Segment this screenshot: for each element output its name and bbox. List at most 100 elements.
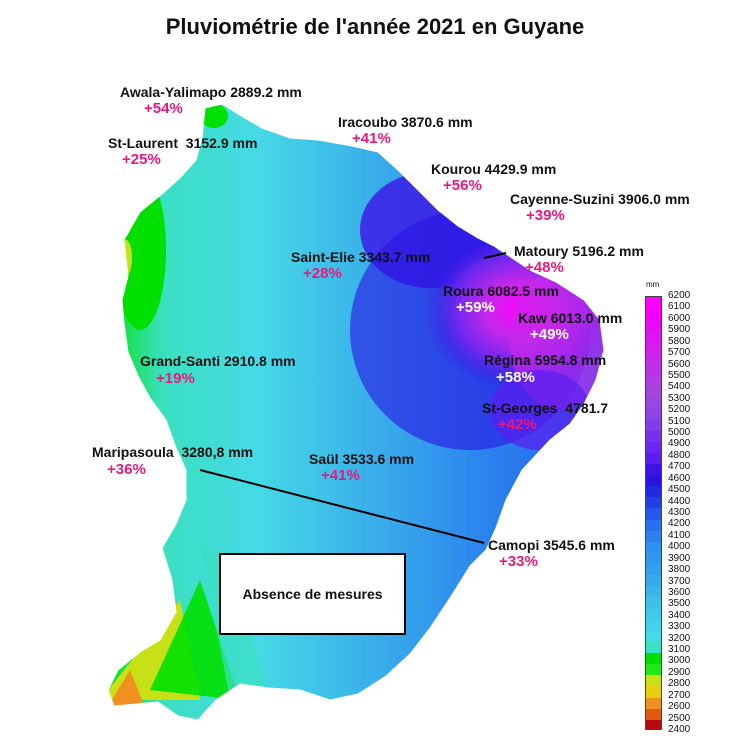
color-legend: mm xyxy=(645,280,662,730)
legend-tick-label: 5400 xyxy=(668,381,691,393)
delta-roura: +59% xyxy=(456,299,495,316)
delta-kaw: +49% xyxy=(530,326,569,343)
legend-tick-label: 4600 xyxy=(668,472,691,484)
legend-color-cell xyxy=(646,630,661,642)
legend-tick-label: 5200 xyxy=(668,404,691,416)
legend-tick-label: 5100 xyxy=(668,415,691,427)
delta-st-georges: +42% xyxy=(498,416,537,433)
legend-color-cell xyxy=(646,486,661,498)
delta-awala-yalimapo: +54% xyxy=(144,100,183,117)
legend-color-cell xyxy=(646,697,661,709)
legend-tick-label: 4400 xyxy=(668,495,691,507)
station-matoury: Matoury 5196.2 mm xyxy=(514,243,644,259)
legend-tick-labels: 6200 6100 6000 5900 5800 5700 5600 5500 5400 5300… xyxy=(668,290,728,740)
legend-tick-label: 5800 xyxy=(668,335,691,347)
legend-color-cell xyxy=(646,686,661,698)
station-kaw: Kaw 6013.0 mm xyxy=(518,310,623,326)
delta-matoury: +48% xyxy=(525,259,564,276)
legend-color-cell xyxy=(646,408,661,420)
legend-tick-label: 2700 xyxy=(668,689,691,701)
legend-color-cell xyxy=(646,675,661,687)
matoury-pointer-line xyxy=(483,252,507,259)
delta-maripasoula: +36% xyxy=(107,461,146,478)
legend-color-cell xyxy=(646,397,661,409)
station-regina: Régina 5954.8 mm xyxy=(484,352,607,368)
legend-color-cell xyxy=(646,653,661,665)
legend-tick-label: 3100 xyxy=(668,644,691,656)
legend-color-cell xyxy=(646,564,661,576)
station-st-georges: St-Georges 4781.7 xyxy=(482,400,609,416)
delta-camopi: +33% xyxy=(499,553,538,570)
legend-tick-label: 2400 xyxy=(668,724,691,735)
legend-unit: mm xyxy=(646,280,660,289)
legend-color-cell xyxy=(646,508,661,520)
delta-iracoubo: +41% xyxy=(352,130,391,147)
legend-color-cell xyxy=(646,374,661,386)
legend-tick-label: 4800 xyxy=(668,449,691,461)
legend-tick-label: 5600 xyxy=(668,358,691,370)
legend-color-cell xyxy=(646,386,661,398)
legend-color-cell xyxy=(646,341,661,353)
legend-color-cell xyxy=(646,475,661,487)
station-grand-santi: Grand-Santi 2910.8 mm xyxy=(140,353,296,369)
legend-color-cell xyxy=(646,708,661,720)
legend-tick-label: 3000 xyxy=(668,655,691,667)
legend-tick-label: 3800 xyxy=(668,564,691,576)
legend-color-cell xyxy=(646,597,661,609)
legend-color-cell xyxy=(646,575,661,587)
legend-tick-label: 6200 xyxy=(668,290,691,301)
legend-color-cell xyxy=(646,463,661,475)
legend-color-cell xyxy=(646,530,661,542)
legend-color-cell xyxy=(646,352,661,364)
legend-tick-label: 5700 xyxy=(668,347,691,359)
legend-color-cell xyxy=(646,419,661,431)
legend-tick-label: 2800 xyxy=(668,678,691,690)
legend-tick-label: 3500 xyxy=(668,598,691,610)
legend-color-cell xyxy=(646,297,661,309)
legend-tick-label: 4500 xyxy=(668,484,691,496)
legend-tick-label: 2600 xyxy=(668,701,691,713)
delta-cayenne-suzini: +39% xyxy=(526,207,565,224)
legend-tick-label: 3200 xyxy=(668,632,691,644)
territory-outline xyxy=(107,103,605,721)
legend-color-cell xyxy=(646,308,661,320)
legend-tick-label: 5900 xyxy=(668,324,691,336)
legend-color-cell xyxy=(646,664,661,676)
legend-color-cell xyxy=(646,541,661,553)
legend-color-cell xyxy=(646,586,661,598)
delta-saint-elie: +28% xyxy=(303,265,342,282)
legend-tick-label: 4900 xyxy=(668,438,691,450)
station-st-laurent: St-Laurent 3152.9 mm xyxy=(108,135,258,151)
legend-color-cell xyxy=(646,552,661,564)
legend-tick-label: 3700 xyxy=(668,575,691,587)
legend-tick-label: 4200 xyxy=(668,518,691,530)
legend-tick-label: 4100 xyxy=(668,529,691,541)
legend-tick-label: 6000 xyxy=(668,312,691,324)
legend-color-cell xyxy=(646,363,661,375)
station-saint-elie: Saint-Elie 3343.7 mm xyxy=(291,249,431,265)
legend-tick-label: 5500 xyxy=(668,369,691,381)
station-camopi: Camopi 3545.6 mm xyxy=(488,537,615,553)
map-title: Pluviométrie de l'année 2021 en Guyane xyxy=(165,14,585,39)
legend-tick-label: 6100 xyxy=(668,301,691,313)
legend-color-cell xyxy=(646,430,661,442)
station-roura: Roura 6082.5 mm xyxy=(443,283,559,299)
station-kourou: Kourou 4429.9 mm xyxy=(431,161,557,177)
legend-color-scale xyxy=(645,296,662,730)
no-data-boundary-line xyxy=(199,469,485,544)
no-data-box: Absence de mesures xyxy=(219,553,406,635)
legend-tick-label: 4300 xyxy=(668,507,691,518)
delta-regina: +58% xyxy=(496,369,535,386)
legend-tick-label: 5000 xyxy=(668,427,691,439)
legend-color-cell xyxy=(646,452,661,464)
legend-tick-label: 3400 xyxy=(668,609,691,621)
legend-color-cell xyxy=(646,619,661,631)
delta-grand-santi: +19% xyxy=(156,370,195,387)
legend-tick-label: 4700 xyxy=(668,461,691,473)
legend-tick-label: 3300 xyxy=(668,621,691,633)
legend-color-cell xyxy=(646,641,661,653)
delta-saul: +41% xyxy=(321,467,360,484)
legend-color-cell xyxy=(646,330,661,342)
station-cayenne-suzini: Cayenne-Suzini 3906.0 mm xyxy=(510,191,690,207)
